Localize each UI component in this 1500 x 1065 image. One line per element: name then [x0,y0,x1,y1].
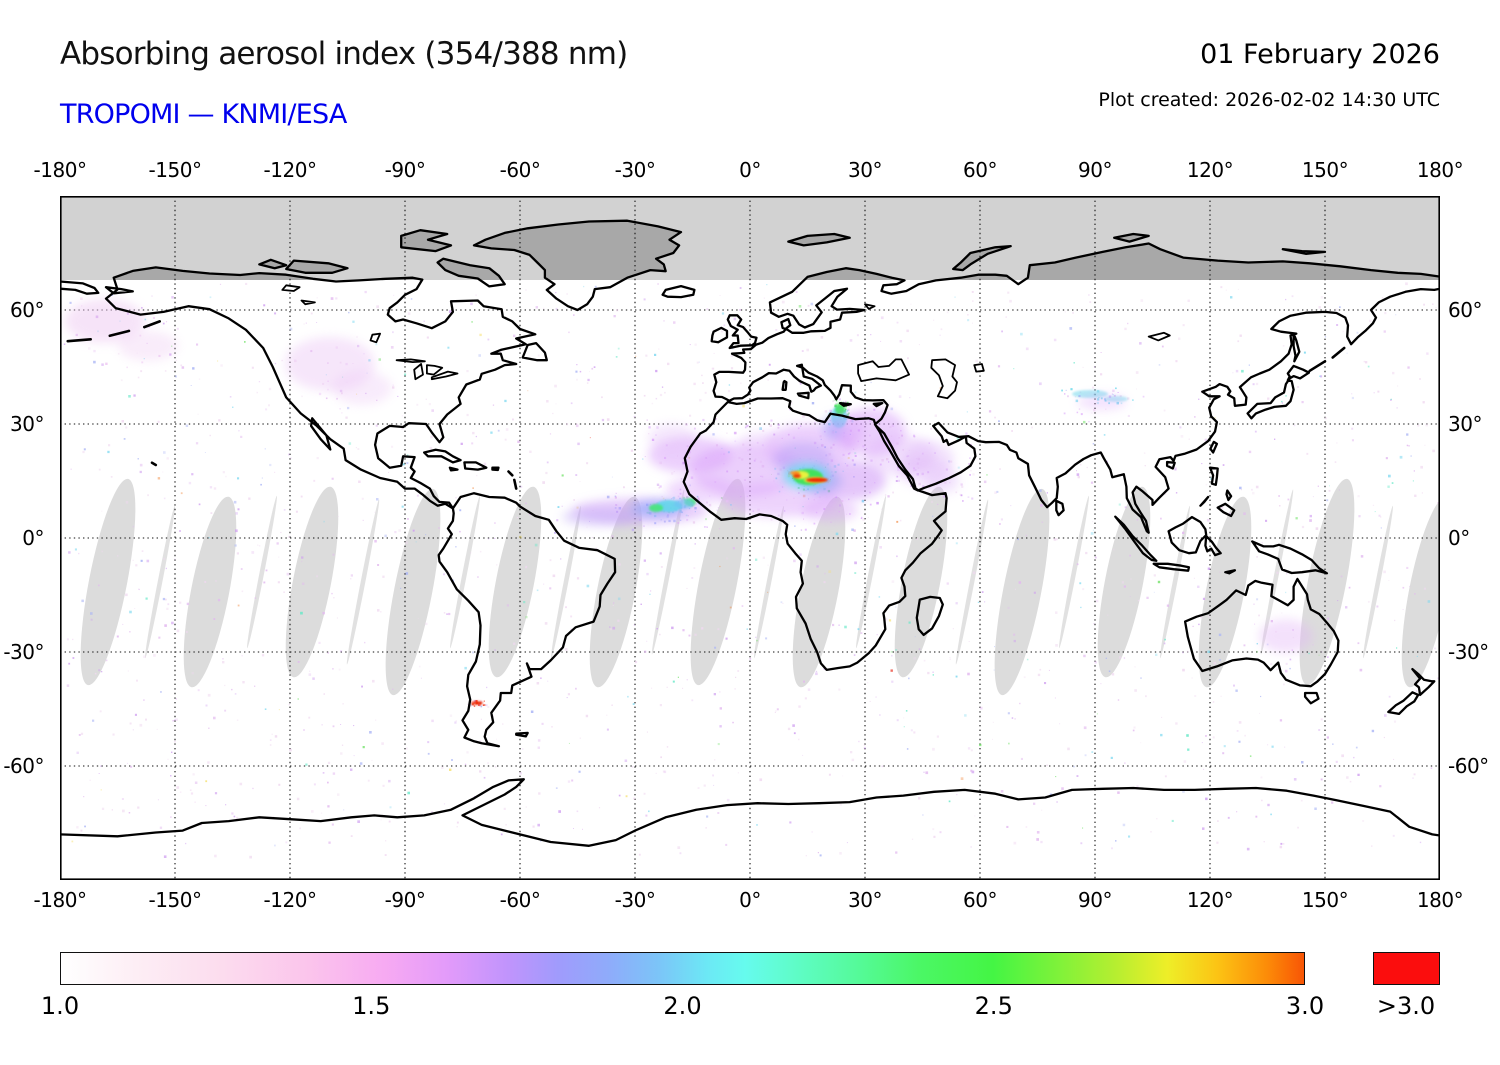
lon-tick-label: 120° [1186,888,1234,912]
lon-tick-label: -60° [499,158,541,182]
lon-tick-label: 90° [1078,888,1112,912]
lat-tick-label: -30° [3,640,44,664]
polar-night-land [113,220,1440,280]
lon-tick-label: -150° [148,158,202,182]
lon-axis-top: -180° -150° -120° -90° -60° -30° 0° 30° 60° 90° 12… [0,158,1500,186]
aerosol-plumes [65,299,1313,705]
antarctica-coastline [60,778,1440,847]
lon-tick-label: -150° [148,888,202,912]
map-frame [60,196,1440,880]
lat-tick-label: 0° [1448,526,1470,550]
lon-tick-label: 120° [1186,158,1234,182]
island-chains [66,320,1346,490]
world-map [60,196,1440,880]
lat-axis-left: 60° 30° 0° -30° -60° [0,0,52,1065]
lon-tick-label: 30° [848,158,882,182]
world-map-figure [60,196,1440,880]
lon-tick-label: -180° [33,158,87,182]
date-label: 01 February 2026 [1200,39,1440,70]
lon-tick-label: 180° [1416,888,1464,912]
lon-tick-label: 90° [1078,158,1112,182]
lon-tick-label: 30° [848,888,882,912]
lon-tick-label: 60° [963,158,997,182]
colorbar-gradient [60,952,1305,985]
colorbar-overflow-label: >3.0 [1376,992,1436,1020]
lon-tick-label: 180° [1416,158,1464,182]
coastlines [60,219,1440,748]
lon-tick-label: -120° [263,158,317,182]
lon-tick-label: -120° [263,888,317,912]
colorbar-tick-label: 1.5 [352,992,391,1020]
lat-tick-label: -30° [1448,640,1489,664]
plot-created-label: Plot created: 2026-02-02 14:30 UTC [1098,89,1440,111]
lat-tick-label: -60° [1448,754,1489,778]
lon-tick-label: -90° [384,158,426,182]
gridlines [60,196,1440,880]
lat-tick-label: -60° [3,754,44,778]
colorbar-tick-label: 2.5 [974,992,1013,1020]
lon-tick-label: -180° [33,888,87,912]
lon-tick-label: -90° [384,888,426,912]
lat-tick-label: 60° [10,298,44,322]
colorbar-tick-label: 1.0 [40,992,80,1020]
lon-tick-label: 150° [1301,158,1349,182]
colorbar-overflow-swatch [1373,952,1440,985]
instrument-credit: TROPOMI — KNMI/ESA [60,99,347,130]
colorbar-tick-label: 3.0 [1285,992,1325,1020]
lat-axis-right: 60° 30° 0° -30° -60° [1448,0,1500,1065]
lat-tick-label: 30° [10,412,44,436]
lat-tick-label: 30° [1448,412,1482,436]
lon-axis-bottom: -180° -150° -120° -90° -60° -30° 0° 30° 60° 90° 12… [0,888,1500,916]
orbit-gap-swaths [80,478,1440,696]
colorbar-tick-label: 2.0 [663,992,702,1020]
lon-tick-label: -60° [499,888,541,912]
lat-tick-label: 0° [22,526,44,550]
lon-tick-label: 60° [963,888,997,912]
lat-tick-label: 60° [1448,298,1482,322]
page-title: Absorbing aerosol index (354/388 nm) [60,36,628,72]
lakes [281,284,1171,400]
lon-tick-label: 0° [739,158,761,182]
lon-tick-label: -30° [614,158,656,182]
lon-tick-label: 0° [739,888,761,912]
lon-tick-label: -30° [614,888,656,912]
lon-tick-label: 150° [1301,888,1349,912]
